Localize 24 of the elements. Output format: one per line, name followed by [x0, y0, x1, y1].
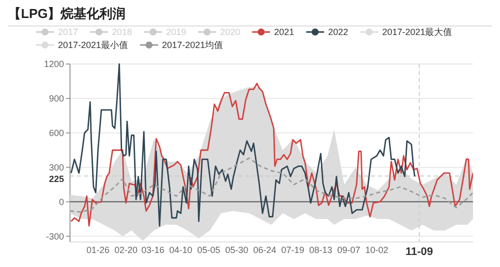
x-tick-label: 09-07 — [337, 245, 360, 255]
y-tick-label: 0 — [58, 196, 64, 207]
legend-label: 2017-2021均值 — [162, 40, 224, 50]
legend-label: 2022 — [328, 27, 348, 37]
y-tick-label: -300 — [46, 231, 64, 242]
y-tick-label: 300 — [48, 162, 64, 172]
y-tick-label: 600 — [48, 128, 64, 138]
x-tick-label: 01-26 — [86, 245, 110, 255]
y-tick-label: 1200 — [44, 59, 64, 69]
legend-label: 2017-2021最大值 — [382, 27, 452, 37]
x-tick-label: 04-10 — [169, 245, 192, 255]
x-tick-label: 05-05 — [197, 245, 220, 255]
x-tick-label: 02-20 — [114, 245, 138, 255]
ref-line-label: 11-09 — [406, 246, 434, 258]
y-tick-label: 900 — [48, 93, 64, 104]
x-tick-label: 06-24 — [253, 245, 276, 255]
x-tick-label: 07-19 — [281, 245, 304, 255]
legend-label: 2017-2021最小值 — [58, 40, 128, 50]
x-tick-label: 03-16 — [141, 245, 164, 255]
x-tick-label: 05-30 — [225, 245, 248, 255]
legend-label: 2021 — [274, 27, 294, 37]
title: 【LPG】烷基化利润 — [8, 6, 126, 21]
x-tick-label: 10-02 — [365, 245, 388, 255]
x-tick-label: 08-13 — [309, 245, 332, 255]
